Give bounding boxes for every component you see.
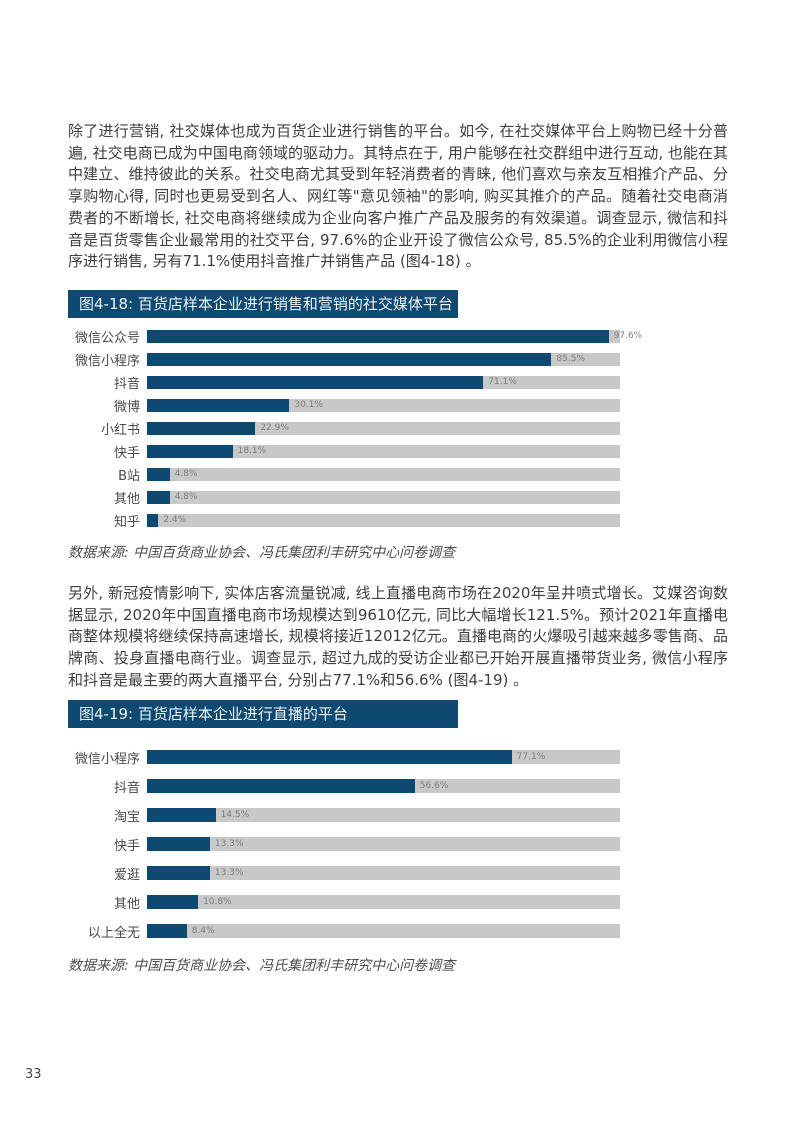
figure-4-19-bar-chart: 微信小程序 77.1% 抖音 56.6% 淘宝 14.5% 快手 13.3% 爱逛 13.3% 其他… (68, 750, 620, 941)
chart-value-label: 4.8% (174, 492, 198, 503)
chart-category-label: 快手 (113, 838, 140, 854)
chart-bar-track: 4.8% (147, 490, 620, 504)
chart-value-label: 2.4% (163, 515, 187, 526)
chart-category-label: 小红书 (100, 422, 140, 438)
chart-value-label: 4.8% (174, 469, 198, 480)
chart-bar-track: 8.4% (147, 924, 620, 939)
chart-bar-track: 2.4% (147, 513, 620, 527)
chart-value-label: 77.1% (516, 752, 546, 763)
chart-bar-track: 18.1% (147, 444, 620, 458)
chart-bar (147, 375, 484, 389)
chart-bar (147, 808, 216, 823)
page-content: 除了进行营销, 社交媒体也成为百货企业进行销售的平台。如今, 在社交媒体平台上购… (68, 0, 728, 975)
chart-bar (147, 398, 290, 412)
chart-row: 微信小程序 77.1% (68, 750, 620, 767)
chart-value-label: 30.1% (294, 400, 323, 411)
chart-row: 微博 30.1% (68, 398, 620, 415)
chart-category-label: 抖音 (113, 376, 140, 392)
figure-4-19-title: 图4-19: 百货店样本企业进行直播的平台 (68, 700, 458, 729)
figure-4-19: 图4-19: 百货店样本企业进行直播的平台 微信小程序 77.1% 抖音 56.6% 淘… (68, 700, 728, 975)
chart-bar-track: 71.1% (147, 375, 620, 389)
chart-row: 其他 10.8% (68, 895, 620, 912)
chart-value-label: 97.6% (613, 331, 643, 342)
chart-category-label: 爱逛 (113, 867, 140, 883)
paragraph-social-commerce: 除了进行营销, 社交媒体也成为百货企业进行销售的平台。如今, 在社交媒体平台上购… (68, 122, 728, 271)
chart-category-label: 以上全无 (87, 925, 140, 941)
chart-bar (147, 513, 159, 527)
chart-row: B站 4.8% (68, 467, 620, 484)
chart-bar-track: 77.1% (147, 750, 620, 765)
chart-category-label: 淘宝 (113, 809, 140, 825)
chart-category-label: 微信小程序 (74, 751, 140, 767)
chart-bar-track: 30.1% (147, 398, 620, 412)
chart-category-label: B站 (118, 468, 140, 484)
chart-bar (147, 421, 256, 435)
chart-bar-track: 14.5% (147, 808, 620, 823)
page-number: 33 (25, 1067, 42, 1082)
chart-row: 快手 13.3% (68, 837, 620, 854)
chart-row: 爱逛 13.3% (68, 866, 620, 883)
chart-row: 知乎 2.4% (68, 513, 620, 530)
chart-category-label: 抖音 (113, 780, 140, 796)
figure-4-19-source: 数据来源: 中国百货商业协会、冯氏集团利丰研究中心问卷调查 (68, 958, 456, 975)
chart-row: 小红书 22.9% (68, 421, 620, 438)
chart-bar-track: 56.6% (147, 779, 620, 794)
chart-bar (147, 779, 415, 794)
chart-value-label: 13.3% (214, 839, 244, 850)
chart-value-label: 8.4% (191, 926, 215, 937)
chart-row: 快手 18.1% (68, 444, 620, 461)
chart-row: 抖音 71.1% (68, 375, 620, 392)
chart-bar (147, 444, 233, 458)
chart-bar-track: 85.5% (147, 352, 620, 366)
chart-bar (147, 467, 170, 481)
chart-category-label: 微信小程序 (74, 353, 140, 369)
chart-bar-track: 22.9% (147, 421, 620, 435)
chart-bar (147, 924, 187, 939)
figure-4-18-bar-chart: 微信公众号 97.6% 微信小程序 85.5% 抖音 71.1% 微博 30.1% 小红书 22.… (68, 329, 642, 530)
chart-bar (147, 329, 609, 343)
chart-row: 其他 4.8% (68, 490, 620, 507)
chart-value-label: 14.5% (220, 810, 250, 821)
chart-value-label: 13.3% (214, 868, 244, 879)
chart-value-label: 85.5% (556, 354, 585, 365)
figure-4-18-source: 数据来源: 中国百货商业协会、冯氏集团利丰研究中心问卷调查 (68, 544, 456, 561)
chart-bar (147, 490, 170, 504)
chart-bar-track: 97.6% (147, 329, 642, 343)
chart-category-label: 其他 (113, 491, 140, 507)
chart-bar-track: 13.3% (147, 866, 620, 881)
chart-value-label: 18.1% (237, 446, 267, 457)
chart-row: 淘宝 14.5% (68, 808, 620, 825)
figure-4-18: 图4-18: 百货店样本企业进行销售和营销的社交媒体平台 微信公众号 97.6% 微… (68, 289, 728, 562)
chart-bar (147, 895, 199, 910)
chart-value-label: 71.1% (488, 377, 517, 388)
chart-bar (147, 750, 512, 765)
chart-bar-track: 4.8% (147, 467, 620, 481)
figure-4-18-title: 图4-18: 百货店样本企业进行销售和营销的社交媒体平台 (68, 289, 458, 318)
chart-bar-track: 13.3% (147, 837, 620, 852)
chart-value-label: 10.8% (203, 897, 232, 908)
chart-row: 抖音 56.6% (68, 779, 620, 796)
chart-category-label: 知乎 (113, 514, 140, 530)
chart-row: 以上全无 8.4% (68, 924, 620, 941)
chart-value-label: 22.9% (260, 423, 289, 434)
chart-category-label: 快手 (113, 445, 140, 461)
chart-category-label: 微信公众号 (74, 330, 140, 346)
chart-bar (147, 866, 210, 881)
paragraph-livestream-commerce: 另外, 新冠疫情影响下, 实体店客流量锐减, 线上直播电商市场在2020年呈井喷… (68, 583, 728, 689)
chart-bar (147, 352, 552, 366)
chart-category-label: 微博 (113, 399, 140, 415)
chart-bar (147, 837, 210, 852)
chart-value-label: 56.6% (419, 781, 449, 792)
chart-category-label: 其他 (113, 896, 140, 912)
chart-row: 微信公众号 97.6% (68, 329, 642, 346)
chart-row: 微信小程序 85.5% (68, 352, 620, 369)
chart-bar-track: 10.8% (147, 895, 620, 910)
